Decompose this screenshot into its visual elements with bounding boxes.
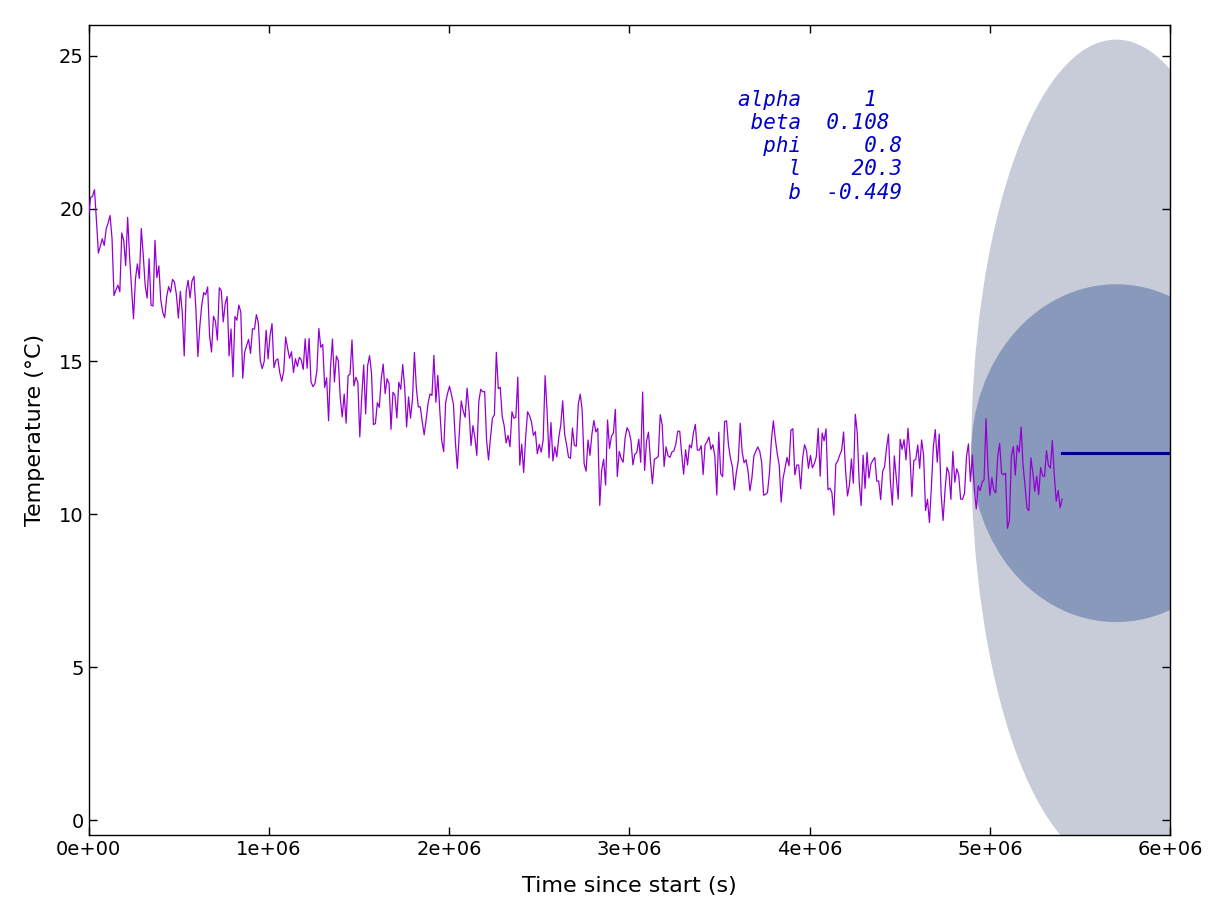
Y-axis label: Temperature (°C): Temperature (°C) bbox=[25, 334, 45, 526]
Ellipse shape bbox=[971, 285, 1228, 622]
Ellipse shape bbox=[971, 41, 1228, 866]
X-axis label: Time since start (s): Time since start (s) bbox=[522, 876, 737, 896]
Text: alpha     1
 beta  0.108
  phi     0.8
    l    20.3
    b  -0.449: alpha 1 beta 0.108 phi 0.8 l 20.3 b -0.4… bbox=[738, 90, 901, 203]
